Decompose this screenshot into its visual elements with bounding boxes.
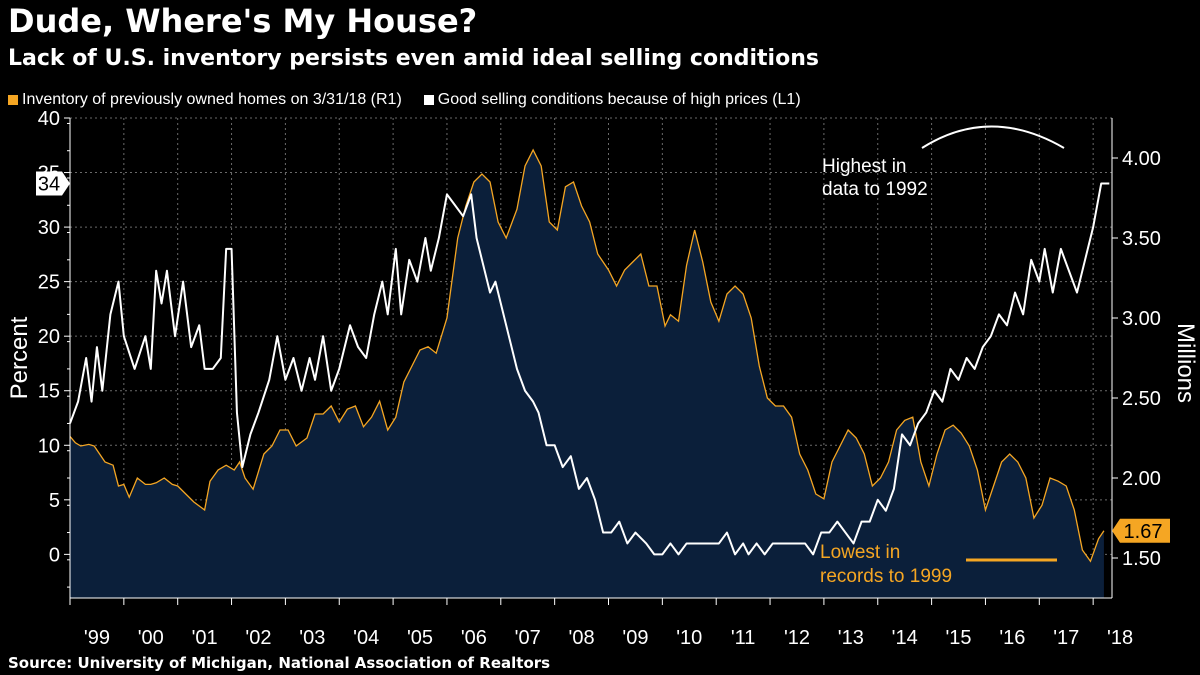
x-tick-label: '12 [784, 627, 810, 649]
left-tick-label: 0 [49, 544, 60, 566]
x-tick-label: '17 [1053, 627, 1079, 649]
highest-annotation-line2: data to 1992 [822, 179, 928, 200]
x-tick-label: '06 [461, 627, 487, 649]
left-tick-label: 5 [49, 490, 60, 512]
series-lines [69, 148, 1110, 563]
x-tick-label: '01 [192, 627, 218, 649]
legend-item-inventory: Inventory of previously owned homes on 3… [8, 91, 402, 109]
left-tick-label: 30 [38, 217, 60, 239]
right-last-value-flag [1112, 518, 1170, 543]
right-tick-label: 2.00 [1122, 468, 1161, 490]
highest-annotation-line1: Highest in [822, 156, 907, 177]
left-last-value-flag [36, 171, 70, 196]
axes: '99 '00 '01 '02 '03 '04 '05 '06 '07 '08 '09 '10 '11 '… [6, 108, 1199, 649]
x-tick-label: '11 [731, 627, 756, 649]
x-tick-label: '02 [245, 627, 271, 649]
left-tick-label: 20 [38, 326, 60, 348]
legend: Inventory of previously owned homes on 3… [8, 91, 801, 109]
left-last-value-label: 34 [38, 173, 60, 195]
x-tick-label: '15 [945, 627, 971, 649]
x-tick-label: '08 [569, 627, 595, 649]
legend-label-conditions: Good selling conditions because of high … [437, 91, 801, 108]
x-tick-label: '10 [676, 627, 702, 649]
x-tick-label: '99 [84, 627, 110, 649]
left-tick-label: 40 [38, 108, 60, 130]
legend-swatch-conditions [423, 95, 434, 105]
x-tick-label: '16 [999, 627, 1025, 649]
left-axis-title: Percent [6, 316, 33, 399]
legend-label-inventory: Inventory of previously owned homes on 3… [22, 91, 402, 108]
legend-item-conditions: Good selling conditions because of high … [423, 91, 801, 109]
x-tick-label: '14 [892, 627, 918, 649]
left-tick-label: 15 [38, 381, 60, 403]
highest-arc [921, 125, 1065, 149]
inventory-area [70, 150, 1104, 598]
x-tick-label: '18 [1107, 627, 1133, 649]
left-tick-label: 10 [38, 435, 60, 457]
right-tick-label: 4.00 [1122, 148, 1161, 170]
right-tick-label: 2.50 [1122, 388, 1161, 410]
x-tick-label: '05 [407, 627, 433, 649]
chart-title: Dude, Where's My House? [8, 2, 478, 40]
x-tick-label: '04 [353, 627, 379, 649]
lowest-annotation-line2: records to 1999 [820, 566, 952, 587]
lowest-annotation-line1: Lowest in [820, 542, 900, 563]
x-tick-label: '07 [515, 627, 541, 649]
conditions-series-line [69, 182, 1110, 556]
left-tick-label: 25 [38, 272, 60, 294]
right-axis-title: Millions [1172, 323, 1199, 403]
right-tick-label: 1.50 [1122, 548, 1161, 570]
x-tick-label: '00 [138, 627, 164, 649]
right-tick-label: 3.50 [1122, 228, 1161, 250]
right-last-value-label: 1.67 [1124, 521, 1163, 543]
inventory-area-fill [70, 150, 1104, 598]
right-tick-label: 3.00 [1122, 308, 1161, 330]
x-tick-label: '03 [299, 627, 325, 649]
inventory-series-line [69, 148, 1105, 563]
source-note: Source: University of Michigan, National… [8, 654, 551, 672]
x-tick-label: '09 [622, 627, 648, 649]
chart-subtitle: Lack of U.S. inventory persists even ami… [8, 46, 819, 71]
x-tick-label: '13 [838, 627, 864, 649]
legend-swatch-inventory [8, 95, 18, 105]
